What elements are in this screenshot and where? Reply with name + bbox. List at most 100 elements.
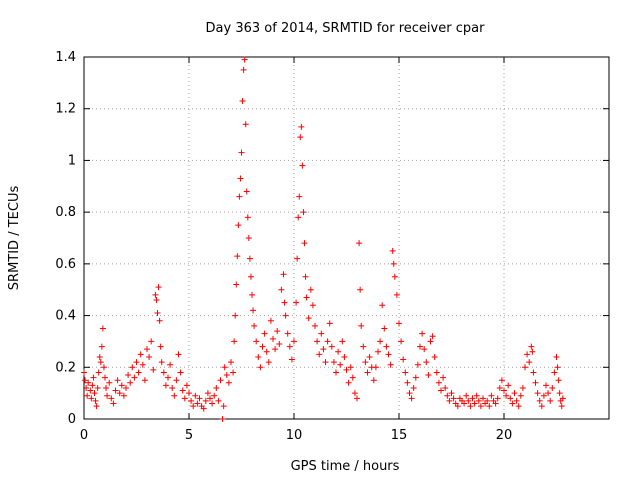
data-point <box>387 361 394 368</box>
data-point <box>118 382 125 389</box>
data-point <box>438 387 444 394</box>
data-point <box>90 374 97 381</box>
data-point <box>551 369 558 376</box>
data-point <box>406 390 413 397</box>
data-point <box>419 330 426 337</box>
data-point <box>442 384 449 391</box>
data-point <box>146 353 153 360</box>
data-point <box>123 384 129 391</box>
data-point <box>82 377 89 384</box>
data-point <box>328 343 335 350</box>
data-point <box>505 382 512 389</box>
data-point <box>155 284 162 291</box>
data-point <box>326 320 333 327</box>
data-point <box>494 395 501 402</box>
data-point <box>529 348 536 355</box>
data-point <box>408 395 415 402</box>
data-point <box>169 384 176 391</box>
data-point <box>282 312 289 319</box>
data-point <box>349 374 356 381</box>
data-point <box>220 403 227 410</box>
data-point <box>379 302 386 309</box>
data-point <box>341 353 348 360</box>
data-point <box>103 384 110 391</box>
data-point <box>423 359 430 366</box>
data-point <box>524 351 531 358</box>
data-point <box>280 271 287 278</box>
chart-title: Day 363 of 2014, SRMTID for receiver cpa… <box>206 21 486 36</box>
data-point <box>288 356 295 363</box>
data-point <box>486 403 493 410</box>
data-point <box>175 351 182 358</box>
data-point <box>89 382 96 389</box>
data-point <box>202 397 209 404</box>
data-point <box>473 392 480 399</box>
data-point <box>284 330 291 337</box>
data-point <box>322 359 329 366</box>
data-point <box>377 338 384 345</box>
data-point <box>84 392 91 399</box>
y-tick-label: 0 <box>68 412 76 427</box>
data-point <box>303 294 310 301</box>
data-point <box>429 333 436 340</box>
data-point <box>381 325 388 332</box>
data-point <box>427 338 434 345</box>
data-point <box>351 390 358 397</box>
data-point <box>250 307 257 314</box>
y-tick-label: 0.6 <box>55 257 76 272</box>
data-point <box>230 369 237 376</box>
data-point <box>237 175 244 182</box>
data-point <box>137 351 144 358</box>
data-point <box>330 359 337 366</box>
data-point <box>276 341 283 348</box>
data-point <box>179 387 186 394</box>
data-point <box>396 320 402 327</box>
data-point <box>144 346 150 353</box>
data-point <box>204 390 211 397</box>
data-point <box>158 359 165 366</box>
data-point <box>448 390 455 397</box>
data-point <box>106 379 113 386</box>
data-point <box>503 392 510 399</box>
data-point <box>236 193 243 200</box>
data-point <box>148 338 155 345</box>
axis-ticks: 0 0.2 0.4 0.6 0.8 1 1.2 1.4 0 5 10 15 20 <box>55 50 609 443</box>
data-point <box>232 312 239 319</box>
y-tick-label: 1.4 <box>55 50 76 65</box>
data-point <box>343 366 350 373</box>
data-point <box>547 397 554 404</box>
data-points <box>81 56 566 422</box>
data-point <box>129 364 136 371</box>
data-point <box>417 343 423 350</box>
data-point <box>450 395 457 402</box>
data-point <box>92 397 99 404</box>
data-point <box>463 392 470 399</box>
data-point <box>238 149 245 156</box>
data-point <box>305 315 312 322</box>
data-point <box>558 403 565 410</box>
x-tick-label: 0 <box>80 428 88 443</box>
data-point <box>358 322 365 329</box>
data-point <box>127 379 134 386</box>
data-point <box>513 397 520 404</box>
data-point <box>357 286 364 293</box>
data-point <box>235 222 242 229</box>
data-point <box>265 359 272 366</box>
data-point <box>83 384 90 391</box>
data-point <box>302 273 309 280</box>
data-point <box>217 377 224 384</box>
data-point <box>188 397 195 404</box>
data-point <box>157 343 164 350</box>
data-point <box>484 397 491 404</box>
y-tick-label: 1 <box>68 153 76 168</box>
data-point <box>242 121 249 128</box>
data-point <box>316 351 323 358</box>
data-point <box>231 338 238 345</box>
data-point <box>239 97 246 104</box>
data-point <box>337 361 344 368</box>
data-point <box>375 348 381 355</box>
data-point <box>181 395 188 402</box>
data-point <box>414 361 421 368</box>
data-point <box>141 377 148 384</box>
data-point <box>475 397 482 404</box>
